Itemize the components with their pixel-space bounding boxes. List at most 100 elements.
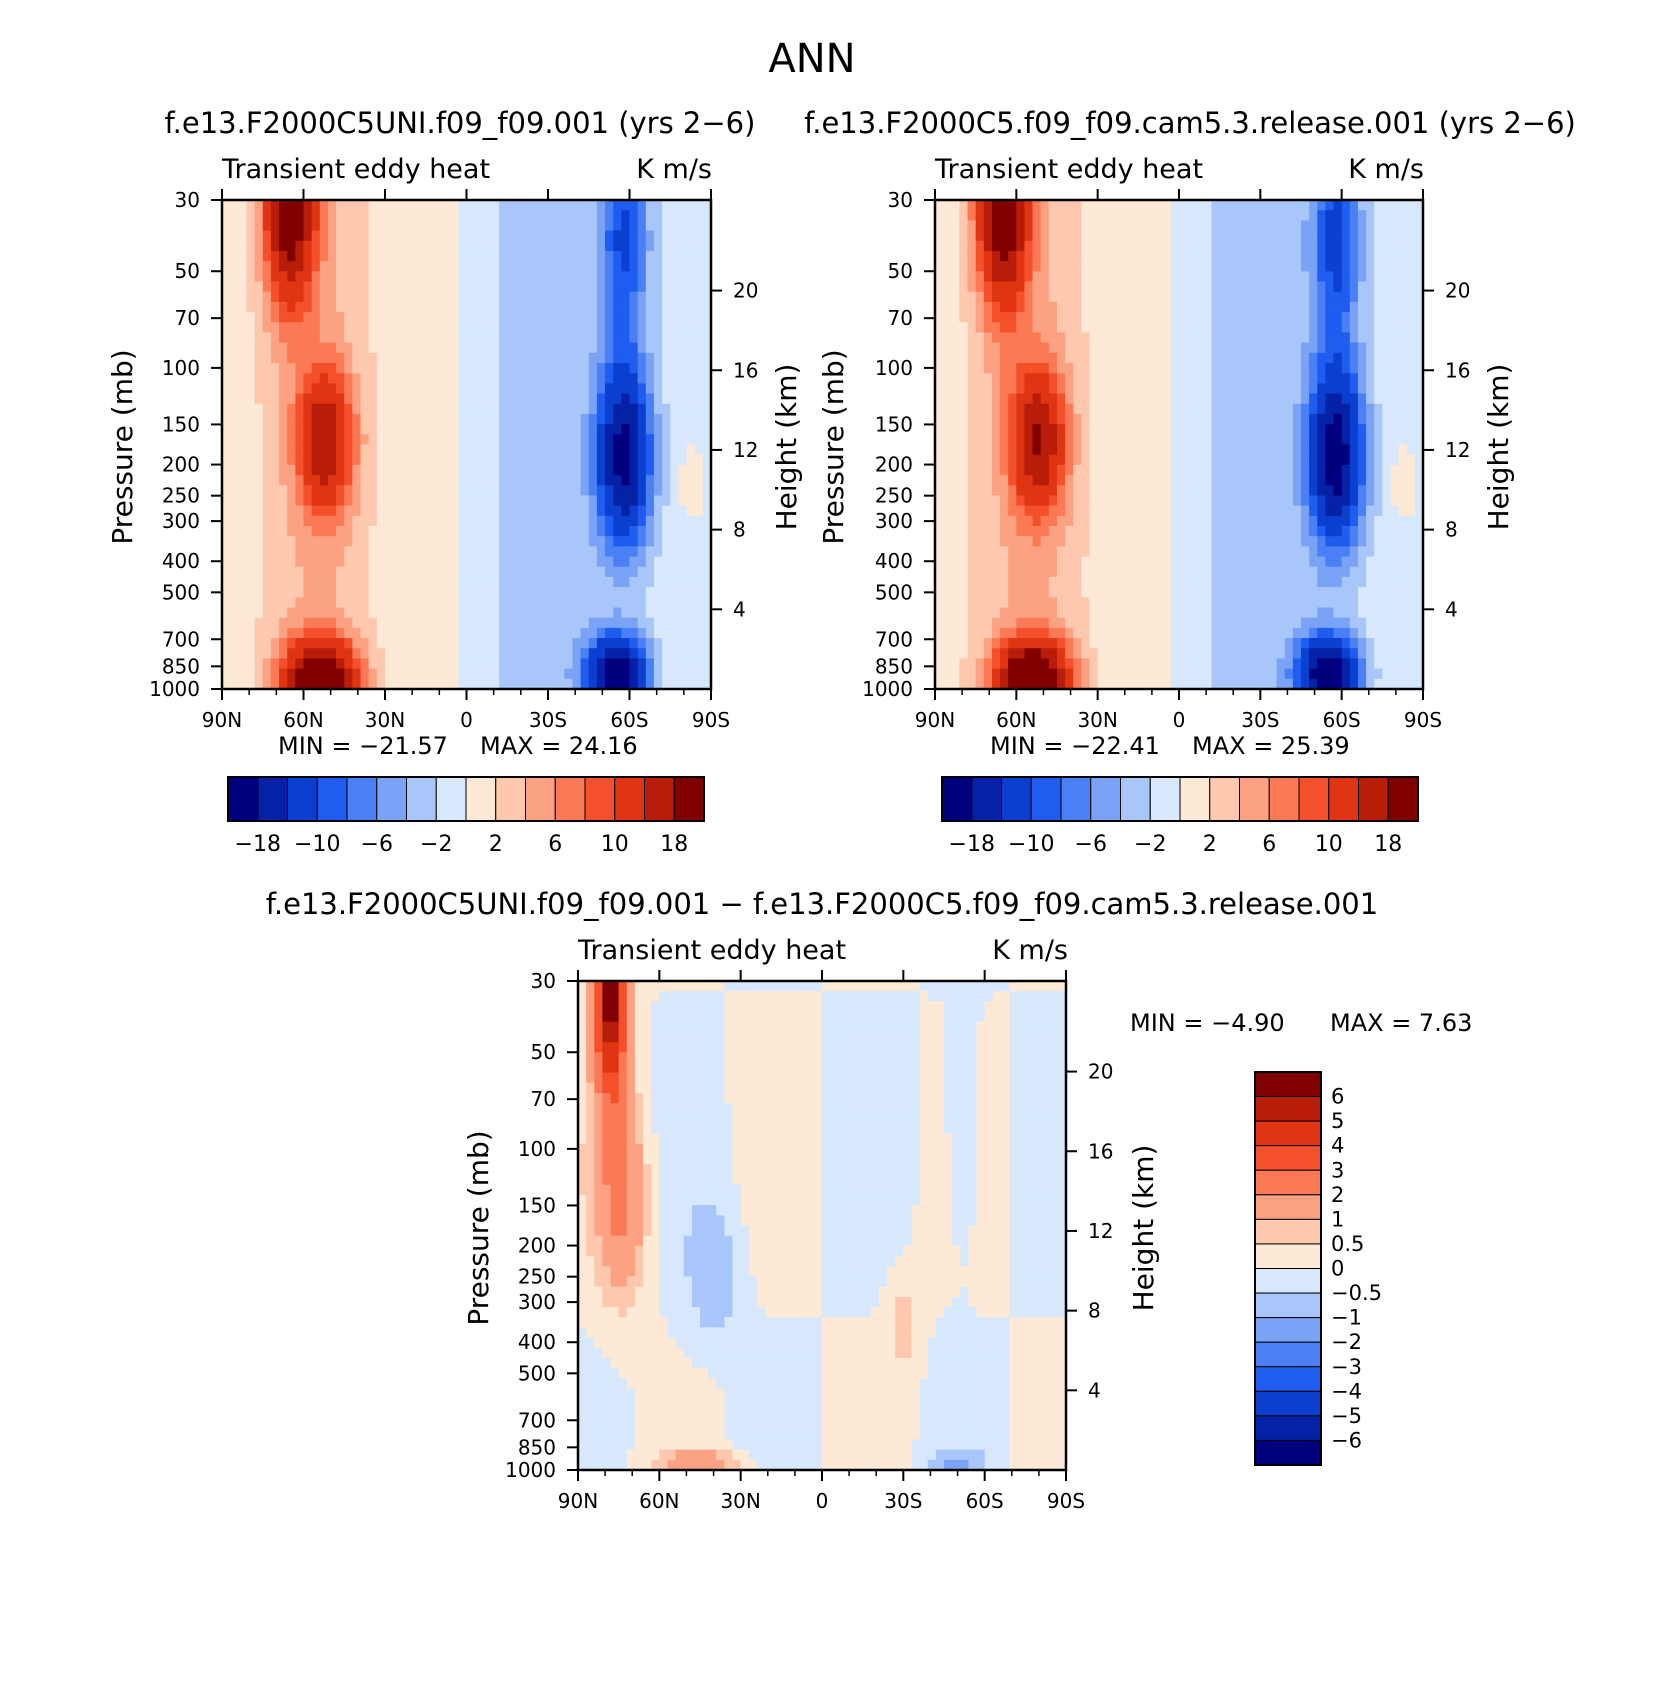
panel-a-field-cell [515, 464, 525, 476]
panel-a-field-cell [629, 638, 639, 649]
panel-b-field-cell [1284, 301, 1294, 313]
panel-b-field-cell [1130, 454, 1139, 466]
panel-a-field-cell [605, 607, 614, 619]
panel-a-field-cell [572, 475, 582, 486]
panel-a-field-cell [621, 200, 631, 211]
panel-a-field-cell [319, 210, 329, 221]
panel-a-field-cell [295, 587, 305, 598]
panel-b-field-cell [1024, 485, 1034, 497]
panel-a-field-cell [531, 373, 541, 384]
panel-a-field-cell [368, 261, 378, 272]
panel-b-field-cell [951, 342, 960, 354]
panel-a-field-cell [442, 464, 451, 476]
panel-a-field-cell [588, 587, 598, 598]
panel-b-field-cell [1244, 495, 1253, 507]
panel-a-field-cell [246, 454, 256, 466]
panel-a-field-cell [596, 526, 606, 537]
panel-a-field-cell [458, 393, 468, 405]
panel-a-field-cell [482, 607, 492, 619]
panel-a-field-cell [702, 475, 712, 486]
panel-a-field-cell [352, 230, 362, 242]
panel-b-field-cell [1203, 261, 1213, 272]
panel-a-field-cell [466, 495, 476, 507]
panel-a-field-cell [450, 281, 459, 293]
panel-a-field-cell [246, 413, 256, 425]
panel-a-field-cell [311, 678, 321, 690]
panel-b-field-cell [1024, 281, 1034, 293]
panel-b-field-cell [1284, 424, 1294, 435]
panel-a-field-cell [539, 678, 549, 690]
panel-b-field-cell [1219, 444, 1229, 456]
panel-a-field-cell [637, 556, 647, 568]
panel-b-field-cell [1170, 373, 1180, 384]
panel-a-field-cell [499, 332, 508, 344]
panel-a-field-cell [295, 515, 305, 527]
panel-b-field-cell [1301, 261, 1310, 272]
panel-a-field-cell [670, 291, 679, 303]
panel-a-field-cell [425, 301, 435, 313]
panel-b-field-cell [1227, 434, 1237, 446]
panel-a-field-cell [230, 352, 239, 364]
panel-a-field-cell [596, 597, 606, 609]
panel-b-field-cell [1146, 526, 1156, 537]
panel-a-field-cell [515, 250, 525, 262]
panel-b-field-cell [1284, 271, 1294, 283]
panel-a-field-cell [295, 403, 305, 415]
panel-a-field-cell [433, 301, 443, 313]
panel-b-field-cell [1024, 200, 1034, 211]
panel-b-field-cell [1113, 505, 1123, 517]
panel-a-field-cell [238, 526, 248, 537]
panel-b-field-cell [1317, 363, 1326, 374]
panel-a-field-cell [572, 566, 582, 578]
panel-a-field-cell [376, 678, 386, 690]
panel-a-field-cell [637, 658, 647, 670]
panel-a-field-cell [637, 230, 647, 242]
panel-a-field-cell [336, 271, 345, 283]
panel-a-field-cell [613, 332, 622, 344]
panel-a-field-cell [279, 200, 288, 211]
panel-b-field-cell [1065, 393, 1074, 405]
panel-a-field-cell [360, 475, 370, 486]
panel-b-field-cell [1374, 352, 1383, 364]
panel-a-field-cell [230, 495, 239, 507]
panel-a-field-cell [352, 332, 362, 344]
panel-b-field-cell [1000, 536, 1009, 547]
panel-a-field-cell [662, 576, 671, 588]
panel-a-field-cell [499, 576, 508, 588]
panel-a-field-cell [222, 271, 231, 283]
panel-a-field-cell [694, 648, 704, 660]
panel-b-field-cell [1187, 495, 1196, 507]
panel-a-field-cell [246, 363, 256, 374]
panel-a-field-cell [336, 648, 345, 660]
panel-b-field-cell [1032, 332, 1042, 344]
panel-a-field-cell [474, 597, 484, 609]
panel-a-field-cell [246, 210, 256, 221]
panel-a-field-cell [580, 607, 590, 619]
panel-a-field-cell [368, 413, 378, 425]
panel-a-field-cell [270, 576, 280, 588]
panel-b-field-cell [1146, 352, 1156, 364]
panel-a-field-cell [327, 363, 337, 374]
panel-b-field-cell [1032, 403, 1042, 415]
panel-a-right-label: K m/s [636, 154, 712, 185]
panel-b-field-cell [1390, 403, 1400, 415]
panel-a-field-cell [303, 566, 313, 578]
panel-a-field-cell [482, 403, 492, 415]
panel-b-field-cell [1268, 230, 1278, 242]
panel-a-field-cell [262, 332, 272, 344]
panel-a-field-cell [588, 648, 598, 660]
panel-a-field-cell [556, 240, 565, 252]
panel-a-field-cell [311, 373, 321, 384]
panel-a-field-cell [352, 638, 362, 649]
panel-b-field-cell [991, 240, 1001, 252]
panel-a-field-cell [254, 648, 264, 660]
panel-b-field-cell [1203, 403, 1213, 415]
panel-b-field-cell [1097, 230, 1107, 242]
panel-a-field-cell [270, 373, 280, 384]
panel-a-y-tick-label: 700 [162, 627, 200, 651]
panel-a-field-cell [482, 271, 492, 283]
panel-a-field-cell [662, 464, 671, 476]
panel-b-field-cell [1260, 363, 1270, 374]
panel-b-field-cell [1349, 210, 1359, 221]
panel-b-field-cell [1276, 454, 1286, 466]
